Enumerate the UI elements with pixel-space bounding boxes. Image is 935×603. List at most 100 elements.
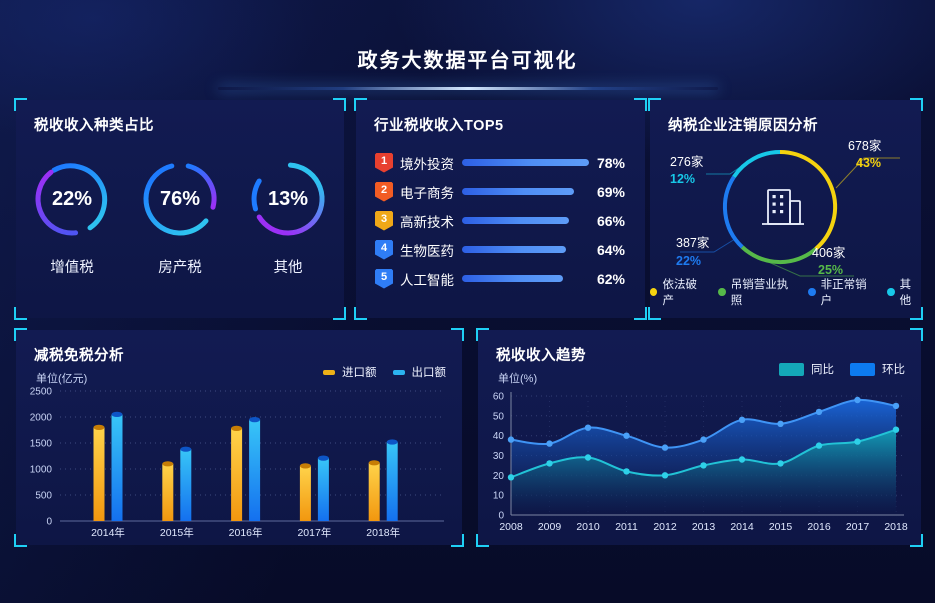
- ring-arc: [143, 163, 209, 236]
- industry-label: 境外投资: [400, 156, 454, 172]
- bar-top: [299, 463, 311, 469]
- legend-item-export-amount[interactable]: 出口额: [392, 364, 446, 380]
- bar: [162, 463, 174, 521]
- y-axis-tick-label: 20: [493, 471, 505, 482]
- industry-percent: 78%: [596, 154, 625, 171]
- rings-row: 22% 增值税 76% 房产税 13% 其他: [16, 159, 344, 277]
- y-axis-tick-label: 50: [493, 411, 505, 422]
- legend-dot-icon: [650, 288, 658, 296]
- data-point-同比: [738, 456, 746, 463]
- callout-leader-line: [680, 238, 736, 253]
- bar-track: [462, 217, 592, 224]
- x-axis-tick-label: 2016年: [229, 526, 263, 539]
- top5-row: 4 生物医药 64%: [375, 235, 625, 264]
- ring-percent: 22%: [51, 187, 93, 210]
- bar-fill: [462, 159, 589, 166]
- legend-item-yoy[interactable]: 同比: [779, 361, 834, 377]
- data-point-环比: [854, 396, 861, 404]
- legend-swatch-icon: [392, 369, 405, 375]
- area-fill-同比: [511, 429, 896, 515]
- bar-top: [162, 461, 174, 467]
- top5-row: 1 境外投资 78%: [375, 148, 625, 177]
- ring-arc: [35, 169, 79, 236]
- corner-bracket: [14, 307, 27, 320]
- data-point-同比: [815, 442, 823, 449]
- bar-track: [462, 246, 592, 253]
- building-window: [780, 202, 784, 206]
- bar-top: [93, 424, 105, 430]
- bar: [93, 427, 105, 521]
- rank-shield-badge: 3: [375, 210, 393, 231]
- header-glow-divider: [217, 87, 718, 90]
- area-trend-chart: 0 10 20 30 40 50 60 2008 2009 2010 2011 2012 2013 201…: [493, 392, 908, 534]
- legend-item-other[interactable]: 其他: [887, 276, 921, 308]
- data-point-环比: [815, 408, 823, 416]
- industry-label: 生物医药: [400, 243, 454, 259]
- legend-dot-icon: [808, 288, 816, 296]
- donut-slice-非正常销户: [722, 175, 744, 249]
- rank-shield-badge: 1: [375, 152, 393, 173]
- legend-item-license-revoked[interactable]: 吊销营业执照: [718, 276, 795, 308]
- data-point-环比: [777, 420, 784, 427]
- data-point-同比: [623, 468, 630, 475]
- x-axis-tick-label: 2014年: [91, 526, 125, 539]
- bar-fill: [462, 188, 574, 195]
- ring-chart: [143, 163, 217, 236]
- data-point-环比: [738, 416, 746, 423]
- bar-top: [231, 425, 243, 431]
- industry-percent: 64%: [596, 241, 625, 258]
- building-window: [780, 195, 784, 199]
- legend-item-import-amount[interactable]: 进口额: [323, 364, 377, 380]
- panel-title: 减税免税分析: [34, 348, 124, 364]
- donut-slice-其他: [732, 149, 781, 179]
- panel-title: 税收收入种类占比: [34, 118, 154, 134]
- y-axis-tick-label: 0: [46, 517, 52, 528]
- industry-label: 高新技术: [400, 214, 454, 230]
- bar-fill: [462, 275, 563, 282]
- data-point-环比: [892, 402, 900, 410]
- legend-item-mom[interactable]: 环比: [850, 361, 905, 377]
- callout-count: 276家: [670, 155, 704, 169]
- callout-count: 678家: [848, 139, 882, 153]
- legend-label: 吊销营业执照: [730, 279, 789, 307]
- x-axis-tick-label: 2018年: [366, 526, 400, 539]
- corner-bracket: [354, 307, 367, 320]
- x-axis-tick-label: 2015年: [160, 526, 194, 539]
- industry-percent: 62%: [596, 270, 625, 287]
- legend-label: 非正常销户: [820, 279, 867, 307]
- x-axis-tick-label: 2013: [692, 521, 716, 533]
- ring-card-other: 13% 其他: [248, 159, 328, 277]
- y-axis-tick-label: 500: [35, 491, 52, 502]
- x-axis-tick-label: 2010: [576, 521, 600, 533]
- x-axis-tick-label: 2017年: [297, 526, 331, 539]
- bar-top: [180, 446, 192, 452]
- x-axis-tick-label: 2008: [499, 521, 523, 533]
- data-point-同比: [507, 474, 515, 481]
- legend-item-abnormal-cancel[interactable]: 非正常销户: [808, 276, 874, 308]
- donut-callout-license-revoked: 406家 25%: [812, 247, 845, 277]
- industry-percent: 66%: [596, 212, 625, 229]
- callout-percent: 22%: [676, 254, 702, 268]
- data-point-环比: [507, 436, 515, 443]
- top5-row: 5 人工智能 62%: [375, 264, 625, 293]
- top5-row: 3 高新技术 66%: [375, 206, 625, 235]
- rank-shield-badge: 5: [375, 268, 393, 289]
- y-axis-tick-label: 0: [498, 511, 504, 522]
- panel-title: 行业税收收入TOP5: [374, 118, 504, 134]
- legend-item-bankruptcy[interactable]: 依法破产: [650, 276, 705, 308]
- corner-bracket: [634, 307, 647, 320]
- callout-leader-line: [835, 157, 900, 189]
- legend-dot-icon: [887, 288, 895, 296]
- panel-tax-trend: 税收收入趋势 单位(%) 同比 环比 0 10 20 30 40 50 60 2008 2009…: [476, 328, 923, 547]
- dashboard-header: 政务大数据平台可视化: [0, 0, 935, 96]
- bar: [180, 449, 192, 521]
- trend-chart-legend: 同比 环比: [779, 361, 905, 377]
- x-axis-tick-label: 2009: [538, 521, 562, 533]
- bar-track: [462, 188, 592, 195]
- data-point-环比: [584, 424, 592, 431]
- y-axis-tick-label: 2500: [30, 387, 53, 398]
- building-window: [780, 210, 784, 214]
- y-axis-tick-label: 40: [493, 431, 505, 442]
- data-point-同比: [892, 426, 900, 433]
- data-point-同比: [546, 460, 553, 467]
